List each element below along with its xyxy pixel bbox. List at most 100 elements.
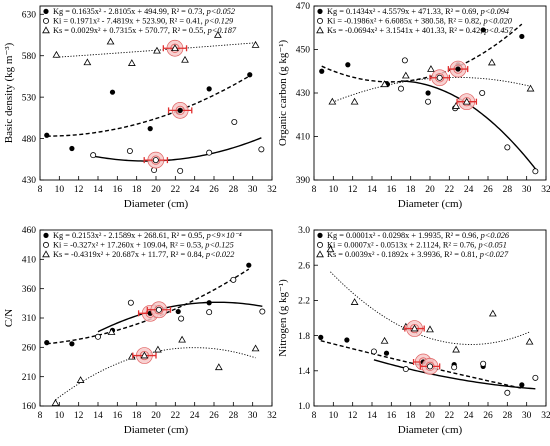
optimum-marker-ki <box>146 301 172 319</box>
x-tick-label: 24 <box>464 411 474 421</box>
x-axis-title: Diameter (cm) <box>124 424 189 436</box>
data-point-ks <box>488 309 497 317</box>
x-tick-label: 12 <box>348 185 358 195</box>
x-tick-label: 32 <box>267 185 277 195</box>
legend-symbol-ki <box>43 17 50 24</box>
x-tick-label: 30 <box>522 411 532 421</box>
x-tick-label: 24 <box>464 185 474 195</box>
fit-curve-ks <box>332 76 531 103</box>
legend-entry-ki: Ki = -0.327x² + 17.260x + 109.04, R² = 0… <box>53 241 234 250</box>
legend-label: Ki = -0.327x² + 17.260x + 109.04, R² = 0… <box>53 241 205 250</box>
legend-entry-kg: Kg = 0.2153x² - 2.1589x + 268.61, R² = 0… <box>53 231 242 240</box>
legend: Kg = 0.2153x² - 2.1589x + 268.61, R² = 0… <box>42 231 242 259</box>
data-point-kg <box>247 72 253 78</box>
legend-entry-ki: Ki = 0.1971x² - 7.4819x + 523.90, R² = 0… <box>53 17 234 26</box>
data-point-ki <box>397 85 404 92</box>
x-tick-label: 10 <box>55 411 65 421</box>
data-point-ks <box>213 30 222 38</box>
data-point-ki <box>258 146 265 153</box>
x-tick-label: 30 <box>248 185 258 195</box>
chart-panel-cn: 8 10 12 14 16 18 20 22 24 26 28 30 32 160 210 260 310 360… <box>3 226 277 436</box>
y-tick-label: 260 <box>22 344 37 354</box>
x-tick-label: 32 <box>541 185 550 195</box>
data-point-ks <box>452 102 460 109</box>
data-point-ki <box>206 309 213 316</box>
data-point-kg <box>345 62 351 68</box>
data-point-ks <box>427 65 435 72</box>
data-point-kg <box>206 86 212 92</box>
x-axis-title: Diameter (cm) <box>398 198 463 210</box>
legend-p-value: p<0.020 <box>482 17 512 26</box>
data-point-ks <box>181 55 189 63</box>
data-point-ks <box>525 337 534 345</box>
x-tick-label: 24 <box>190 411 200 421</box>
data-point-ks <box>452 345 460 353</box>
optimum-point <box>462 97 471 105</box>
legend-p-value: p<9×10⁻⁴ <box>206 231 242 240</box>
optimum-marker-ki <box>143 151 169 169</box>
legend-entry-ks: Ks = 0.0029x² + 0.7315x + 570.77, R² = 0… <box>53 26 237 35</box>
x-tick-label: 22 <box>171 185 181 195</box>
chart-panel-bd: 8 10 12 14 16 18 20 22 24 26 28 30 32 430 480 530 580 630… <box>3 5 277 210</box>
legend-symbol-ki <box>316 241 323 248</box>
data-point-kg <box>69 341 75 347</box>
y-tick-label: 1.0 <box>298 402 310 412</box>
y-tick-label: 630 <box>22 10 37 20</box>
legend-entry-ki: Ki = -0.1986x² + 6.6085x + 380.58, R² = … <box>327 17 513 26</box>
y-axis-title: Organic carbon (g kg⁻¹) <box>277 39 289 146</box>
data-point-ks <box>154 345 162 353</box>
data-point-ki <box>231 119 238 126</box>
legend-p-value: p<0.129 <box>204 17 234 26</box>
x-tick-label: 26 <box>209 185 219 195</box>
data-point-ks <box>127 352 136 360</box>
optimum-point <box>426 363 433 370</box>
x-tick-label: 8 <box>38 411 43 421</box>
y-tick-label: 410 <box>296 133 311 143</box>
y-axis-title: Nitrogen (g kg⁻¹) <box>277 279 289 357</box>
x-axis-title: Diameter (cm) <box>124 198 189 210</box>
optimum-point <box>455 66 461 72</box>
legend-symbol-kg <box>43 8 49 14</box>
legend-label: Ks = 0.0039x² - 0.1892x + 3.9936, R² = 0… <box>327 250 480 259</box>
y-tick-label: 1.4 <box>298 367 310 377</box>
data-point-kg <box>44 132 50 138</box>
x-tick-label: 28 <box>503 185 513 195</box>
x-tick-label: 16 <box>387 185 397 195</box>
data-point-ks <box>401 71 410 79</box>
data-point-ks <box>107 328 116 335</box>
y-tick-label: 2.6 <box>298 261 310 271</box>
legend-label: Ks = -0.4319x² + 20.687x + 11.77, R² = 0… <box>53 250 206 259</box>
x-tick-label: 18 <box>406 411 416 421</box>
data-point-kg <box>383 350 390 356</box>
x-tick-label: 18 <box>132 411 142 421</box>
y-tick-label: 3.0 <box>298 226 310 236</box>
legend-entry-kg: Kg = 0.0001x² - 0.0298x + 1.9935, R² = 0… <box>327 231 510 240</box>
data-point-kg <box>246 262 252 268</box>
x-tick-label: 30 <box>248 411 258 421</box>
data-point-ks <box>214 363 223 371</box>
legend-label: Kg = 0.2153x² - 2.1589x + 268.61, R² = 0… <box>53 231 207 240</box>
legend-entry-ks: Ks = -0.4319x² + 20.687x + 11.77, R² = 0… <box>53 250 234 259</box>
data-point-ki <box>370 348 377 355</box>
data-point-ki <box>402 366 409 373</box>
data-point-ki <box>230 276 237 283</box>
x-tick-label: 24 <box>190 185 200 195</box>
x-tick-label: 22 <box>445 411 455 421</box>
data-point-ki <box>532 168 539 175</box>
data-point-ki <box>451 364 458 371</box>
data-point-ks <box>51 399 60 406</box>
legend-label: Ki = 0.0007x² - 0.0513x + 2.1124, R² = 0… <box>327 241 478 250</box>
fit-curves <box>46 42 262 162</box>
legend-p-value: p<0.457 <box>483 26 513 35</box>
optimum-point <box>152 157 159 164</box>
optimum-marker-ks <box>456 93 478 111</box>
x-tick-label: 20 <box>425 185 435 195</box>
x-tick-label: 20 <box>151 185 161 195</box>
data-point-kg <box>175 308 181 315</box>
optimum-point <box>140 351 149 359</box>
data-point-kg <box>480 27 486 33</box>
x-tick-label: 8 <box>312 411 317 421</box>
data-point-ks <box>380 80 389 88</box>
x-tick-label: 30 <box>522 185 532 195</box>
optimum-marker-ks <box>132 347 157 364</box>
